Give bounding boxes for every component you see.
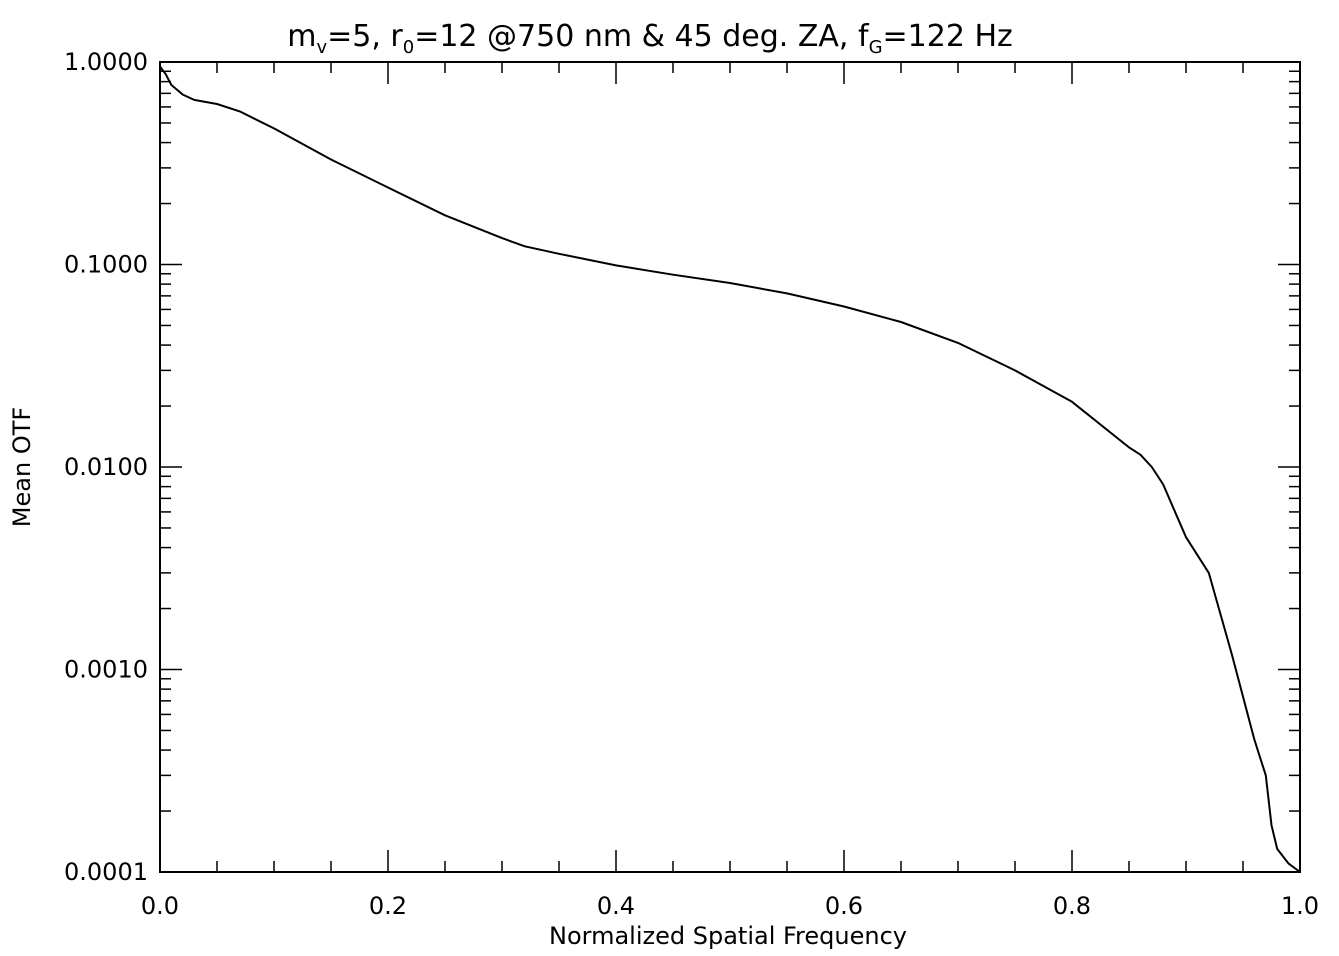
series-group [159,65,1301,873]
x-tick-label: 0.4 [597,892,635,920]
x-tick-label: 1.0 [1281,892,1319,920]
y-axis: 1.0000 0.1000 0.0100 0.0010 0.0001 [64,48,1300,886]
y-tick-label: 1.0000 [64,48,148,76]
y-axis-label: Mean OTF [8,407,36,527]
x-tick-label: 0.0 [141,892,179,920]
y-tick-label: 0.0010 [64,656,148,684]
y-tick-label: 0.1000 [64,251,148,279]
title-eq2: =12 @750 nm & 45 deg. ZA, [414,19,858,54]
title-eq3: =122 Hz [883,19,1013,54]
x-tick-label: 0.2 [369,892,407,920]
y-tick-label: 0.0001 [64,858,148,886]
x-axis: 0.0 0.2 0.4 0.6 0.8 1.0 [141,62,1319,920]
chart-title: mv=5, r0=12 @750 nm & 45 deg. ZA, fG=122… [287,19,1013,58]
x-axis-label: Normalized Spatial Frequency [549,922,907,950]
x-tick-label: 0.8 [1053,892,1091,920]
title-m: m [287,19,316,54]
plot-frame [159,61,1301,873]
title-r: r [390,19,403,54]
title-m-sub: v [316,37,327,58]
title-f-sub: G [869,37,883,58]
title-f: f [858,19,870,54]
mean-otf-line [159,65,1301,873]
y-tick-label: 0.0100 [64,453,148,481]
x-tick-label: 0.6 [825,892,863,920]
title-eq1: =5, [327,19,390,54]
title-r-sub: 0 [403,37,414,58]
